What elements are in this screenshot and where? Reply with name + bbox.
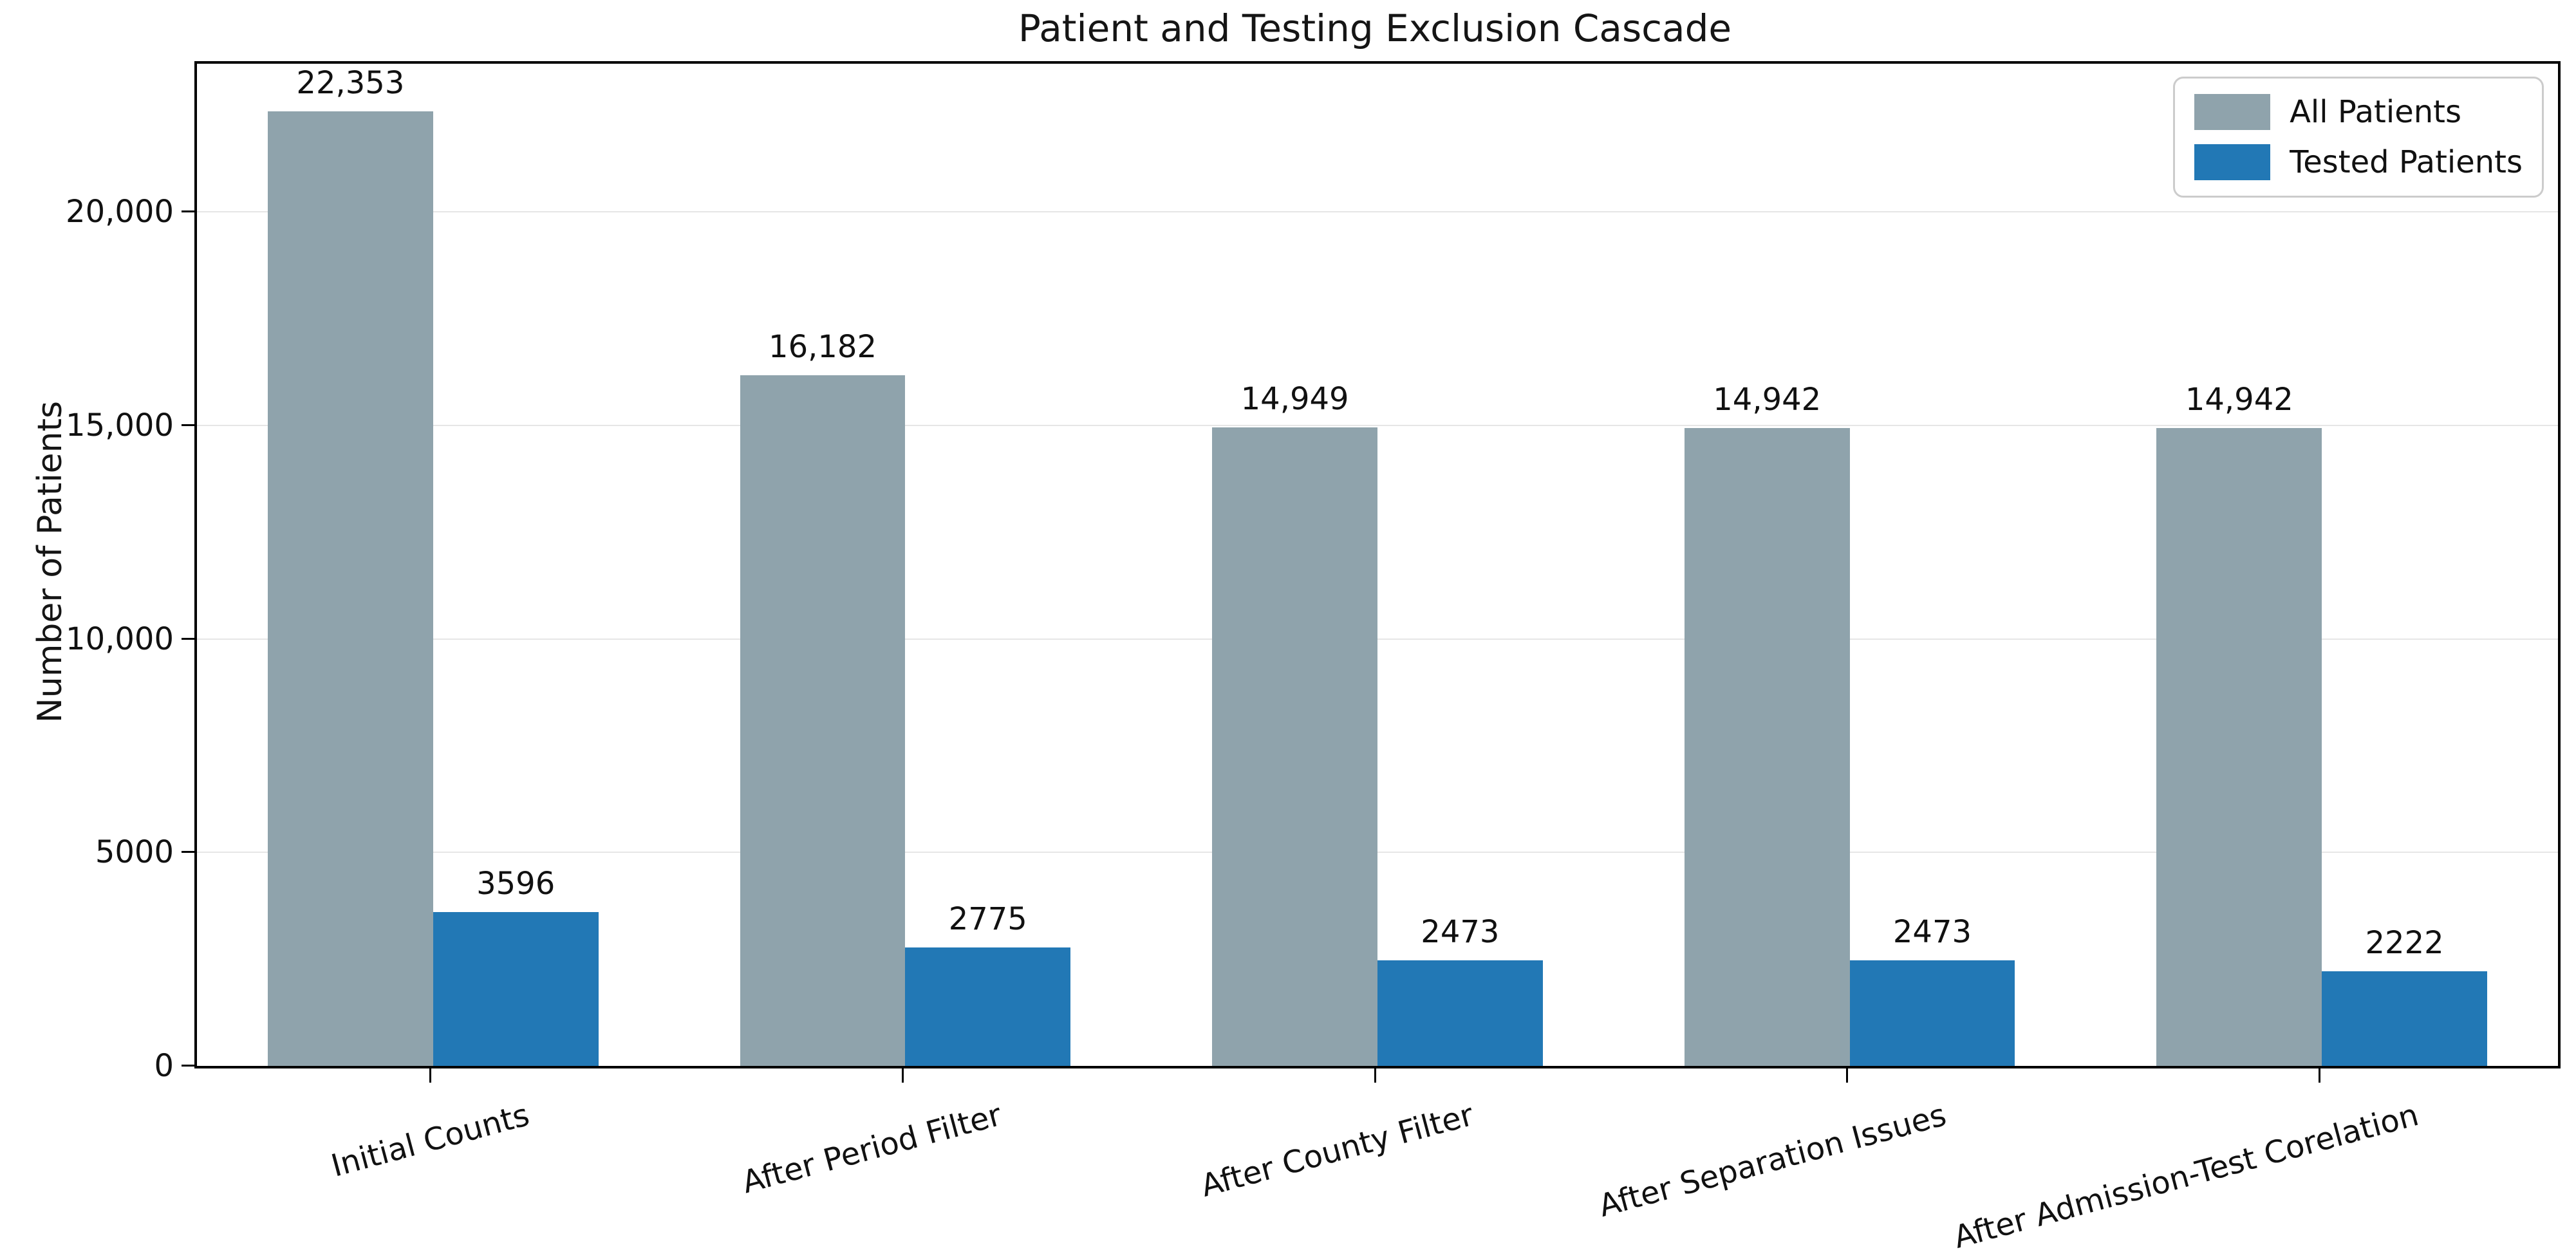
- bar-tested-patients: [2322, 971, 2487, 1066]
- bar-value-label: 14,942: [1713, 381, 1822, 418]
- x-tick-label: After Admission-Test Corelation: [1949, 1097, 2422, 1256]
- legend-label: All Patients: [2290, 94, 2461, 130]
- legend-item: Tested Patients: [2194, 144, 2523, 180]
- bar-value-label: 2473: [1892, 913, 1972, 950]
- x-tick-label: After Separation Issues: [1594, 1097, 1950, 1224]
- x-tick-mark: [1374, 1068, 1376, 1083]
- x-tick-label: After Period Filter: [738, 1097, 1005, 1201]
- bar-value-label: 16,182: [769, 328, 877, 365]
- x-tick-label: After County Filter: [1197, 1097, 1478, 1204]
- x-tick-mark: [429, 1068, 432, 1083]
- y-tick-mark: [182, 1065, 196, 1067]
- legend: All Patients Tested Patients: [2173, 77, 2544, 198]
- y-tick-mark: [182, 637, 196, 640]
- y-tick-label: 15,000: [66, 407, 174, 443]
- y-axis-label: Number of Patients: [31, 400, 70, 723]
- x-tick-label: Initial Counts: [327, 1097, 534, 1184]
- bar-value-label: 14,942: [2185, 381, 2293, 418]
- x-tick-mark: [1846, 1068, 1849, 1083]
- y-tick-mark: [182, 210, 196, 213]
- bar-value-label: 14,949: [1240, 381, 1349, 418]
- bar-value-label: 2473: [1421, 913, 1500, 950]
- gridline-5000: [197, 852, 2558, 853]
- legend-swatch-tested-patients: [2194, 144, 2271, 180]
- gridline-20000: [197, 211, 2558, 213]
- bar-value-label: 3596: [476, 866, 555, 902]
- bar-all-patients: [740, 375, 906, 1066]
- plot-area: All Patients Tested Patients 22,353 3596 16…: [194, 61, 2561, 1068]
- legend-swatch-all-patients: [2194, 94, 2271, 130]
- bar-all-patients: [1212, 427, 1377, 1066]
- y-tick-mark: [182, 851, 196, 853]
- bar-all-patients: [1684, 427, 1850, 1066]
- legend-label: Tested Patients: [2290, 144, 2523, 180]
- bar-all-patients: [2156, 427, 2322, 1066]
- y-tick-mark: [182, 424, 196, 426]
- bar-tested-patients: [433, 912, 599, 1066]
- y-tick-label: 5000: [95, 834, 174, 871]
- gridline-10000: [197, 638, 2558, 640]
- bar-tested-patients: [1377, 960, 1543, 1066]
- bar-value-label: 22,353: [296, 65, 405, 102]
- bar-all-patients: [268, 111, 433, 1066]
- bar-value-label: 2775: [948, 900, 1027, 937]
- x-tick-mark: [2318, 1068, 2320, 1083]
- y-tick-label: 0: [154, 1048, 174, 1084]
- gridline-15000: [197, 424, 2558, 426]
- y-tick-label: 10,000: [66, 620, 174, 657]
- y-tick-label: 20,000: [66, 194, 174, 230]
- legend-item: All Patients: [2194, 94, 2523, 130]
- bar-tested-patients: [905, 947, 1071, 1066]
- bar-value-label: 2222: [2365, 924, 2444, 961]
- chart-title: Patient and Testing Exclusion Cascade: [1018, 6, 1732, 50]
- bar-tested-patients: [1849, 960, 2015, 1066]
- x-tick-mark: [901, 1068, 904, 1083]
